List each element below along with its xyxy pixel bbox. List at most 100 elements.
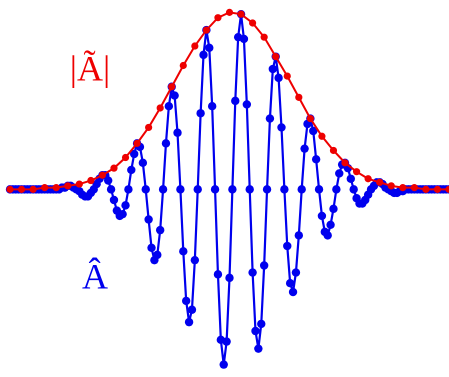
data-point <box>147 243 156 252</box>
data-point <box>187 305 197 314</box>
data-point <box>249 19 257 27</box>
data-point <box>248 268 257 277</box>
data-point <box>445 185 449 193</box>
data-point <box>52 184 60 192</box>
data-point <box>341 159 349 167</box>
data-point <box>161 139 171 148</box>
data-point <box>329 204 338 214</box>
data-point <box>153 250 162 260</box>
data-point <box>352 168 361 176</box>
data-point <box>118 209 127 219</box>
data-point <box>283 241 292 251</box>
data-point <box>260 33 268 41</box>
data-point <box>268 64 278 74</box>
data-point <box>179 61 187 70</box>
data-point <box>346 174 356 183</box>
data-point <box>297 185 306 194</box>
data-point <box>433 185 442 193</box>
data-point <box>283 72 291 80</box>
data-point <box>288 287 298 297</box>
data-point <box>199 50 208 60</box>
data-point <box>326 220 335 229</box>
data-point <box>124 185 133 194</box>
data-point <box>254 344 263 353</box>
data-point <box>332 185 341 194</box>
data-point <box>294 231 304 240</box>
data-point <box>399 184 407 192</box>
data-point <box>106 185 116 194</box>
data-point <box>103 176 113 185</box>
data-point <box>225 8 234 16</box>
data-point <box>155 225 165 235</box>
data-point <box>225 273 234 283</box>
data-point <box>64 182 72 190</box>
data-point <box>110 164 118 172</box>
data-point <box>231 96 240 106</box>
data-point <box>277 123 286 132</box>
data-point <box>121 153 130 162</box>
data-point <box>376 178 384 186</box>
data-point <box>158 185 168 194</box>
data-point <box>272 53 280 61</box>
data-point <box>205 43 214 52</box>
data-point <box>75 180 83 188</box>
data-point <box>127 165 136 175</box>
data-point <box>329 146 338 155</box>
data-point <box>179 247 188 256</box>
data-point <box>295 93 303 101</box>
data-point <box>300 144 309 153</box>
data-point <box>141 185 150 194</box>
data-point <box>311 155 321 164</box>
data-point <box>17 185 26 193</box>
envelope-label: |Ã| <box>70 48 110 88</box>
data-point <box>265 114 275 123</box>
data-point <box>251 326 260 336</box>
data-point <box>193 185 202 194</box>
data-point <box>410 184 418 192</box>
data-point <box>274 73 283 83</box>
data-point <box>87 176 95 185</box>
data-point <box>422 185 430 193</box>
data-point <box>317 211 327 221</box>
data-point <box>245 185 254 194</box>
data-point <box>228 185 237 194</box>
data-point <box>168 83 176 91</box>
data-point <box>219 360 228 369</box>
data-point <box>98 171 107 179</box>
data-point <box>323 231 332 240</box>
data-point <box>156 104 164 112</box>
data-point <box>213 270 223 279</box>
data-point <box>237 10 245 18</box>
data-point <box>129 149 139 159</box>
data-point <box>239 34 249 44</box>
data-point <box>144 215 153 224</box>
data-point <box>314 185 324 194</box>
data-point <box>164 101 174 111</box>
data-point <box>285 278 295 288</box>
data-point <box>210 185 220 194</box>
data-point <box>257 319 266 329</box>
data-point <box>121 201 130 210</box>
data-point <box>41 184 49 192</box>
data-point <box>207 101 217 111</box>
data-point <box>349 185 358 194</box>
data-point <box>318 132 326 140</box>
data-point <box>280 185 289 194</box>
data-point <box>214 14 222 22</box>
data-point <box>29 185 37 193</box>
series-line <box>10 11 449 191</box>
data-point <box>145 123 153 132</box>
data-point <box>291 268 301 277</box>
data-point <box>181 296 191 306</box>
signal-label: Â <box>82 256 108 296</box>
data-point <box>262 185 272 194</box>
data-point <box>133 139 141 147</box>
plot-area <box>5 8 449 369</box>
data-point <box>191 42 199 50</box>
data-point <box>259 261 269 270</box>
data-point <box>176 185 185 194</box>
data-point <box>364 175 372 183</box>
data-point <box>309 126 318 136</box>
data-point <box>173 128 182 137</box>
